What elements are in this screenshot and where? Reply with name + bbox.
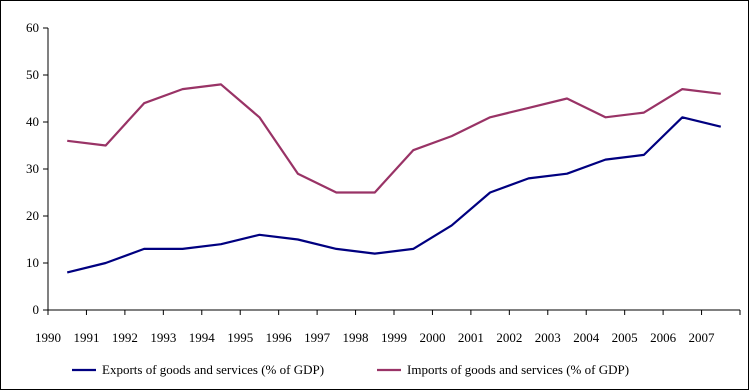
x-tick-label: 2002 bbox=[496, 330, 522, 345]
x-tick-label: 2000 bbox=[419, 330, 445, 345]
x-axis: 1990 1991 1992 1993 1994 1995 1996 1997 1998 1999… bbox=[35, 309, 741, 345]
y-tick-label: 40 bbox=[26, 114, 39, 129]
y-tick-label: 10 bbox=[26, 255, 39, 270]
x-tick-label: 2005 bbox=[612, 330, 638, 345]
x-tick-label: 1991 bbox=[73, 330, 99, 345]
y-axis: 0 10 20 30 40 50 60 bbox=[26, 20, 49, 317]
legend-label: Imports of goods and services (% of GDP) bbox=[407, 362, 629, 377]
x-tick-label: 1998 bbox=[343, 330, 369, 345]
x-tick-label: 1999 bbox=[381, 330, 407, 345]
x-tick-label: 2006 bbox=[650, 330, 677, 345]
x-tick-label: 1995 bbox=[227, 330, 253, 345]
legend-label: Exports of goods and services (% of GDP) bbox=[102, 362, 324, 377]
x-tick-label: 1997 bbox=[304, 330, 331, 345]
x-tick-label: 2001 bbox=[458, 330, 484, 345]
y-tick-label: 30 bbox=[26, 161, 39, 176]
y-tick-label: 50 bbox=[26, 67, 39, 82]
x-tick-label: 2004 bbox=[573, 330, 600, 345]
x-tick-label: 1994 bbox=[189, 330, 216, 345]
legend: Exports of goods and services (% of GDP)… bbox=[72, 362, 629, 377]
series-line-imports bbox=[67, 83, 721, 194]
x-tick-label: 2007 bbox=[689, 330, 716, 345]
series-line-exports bbox=[66, 116, 722, 274]
x-tick-label: 1996 bbox=[266, 330, 293, 345]
x-tick-label: 1990 bbox=[35, 330, 61, 345]
x-tick-label: 2003 bbox=[535, 330, 561, 345]
y-tick-label: 60 bbox=[26, 20, 39, 35]
y-tick-label: 0 bbox=[33, 302, 40, 317]
x-tick-label: 1993 bbox=[150, 330, 176, 345]
y-tick-label: 20 bbox=[26, 208, 39, 223]
x-tick-label: 1992 bbox=[112, 330, 138, 345]
series-layer bbox=[66, 83, 722, 274]
